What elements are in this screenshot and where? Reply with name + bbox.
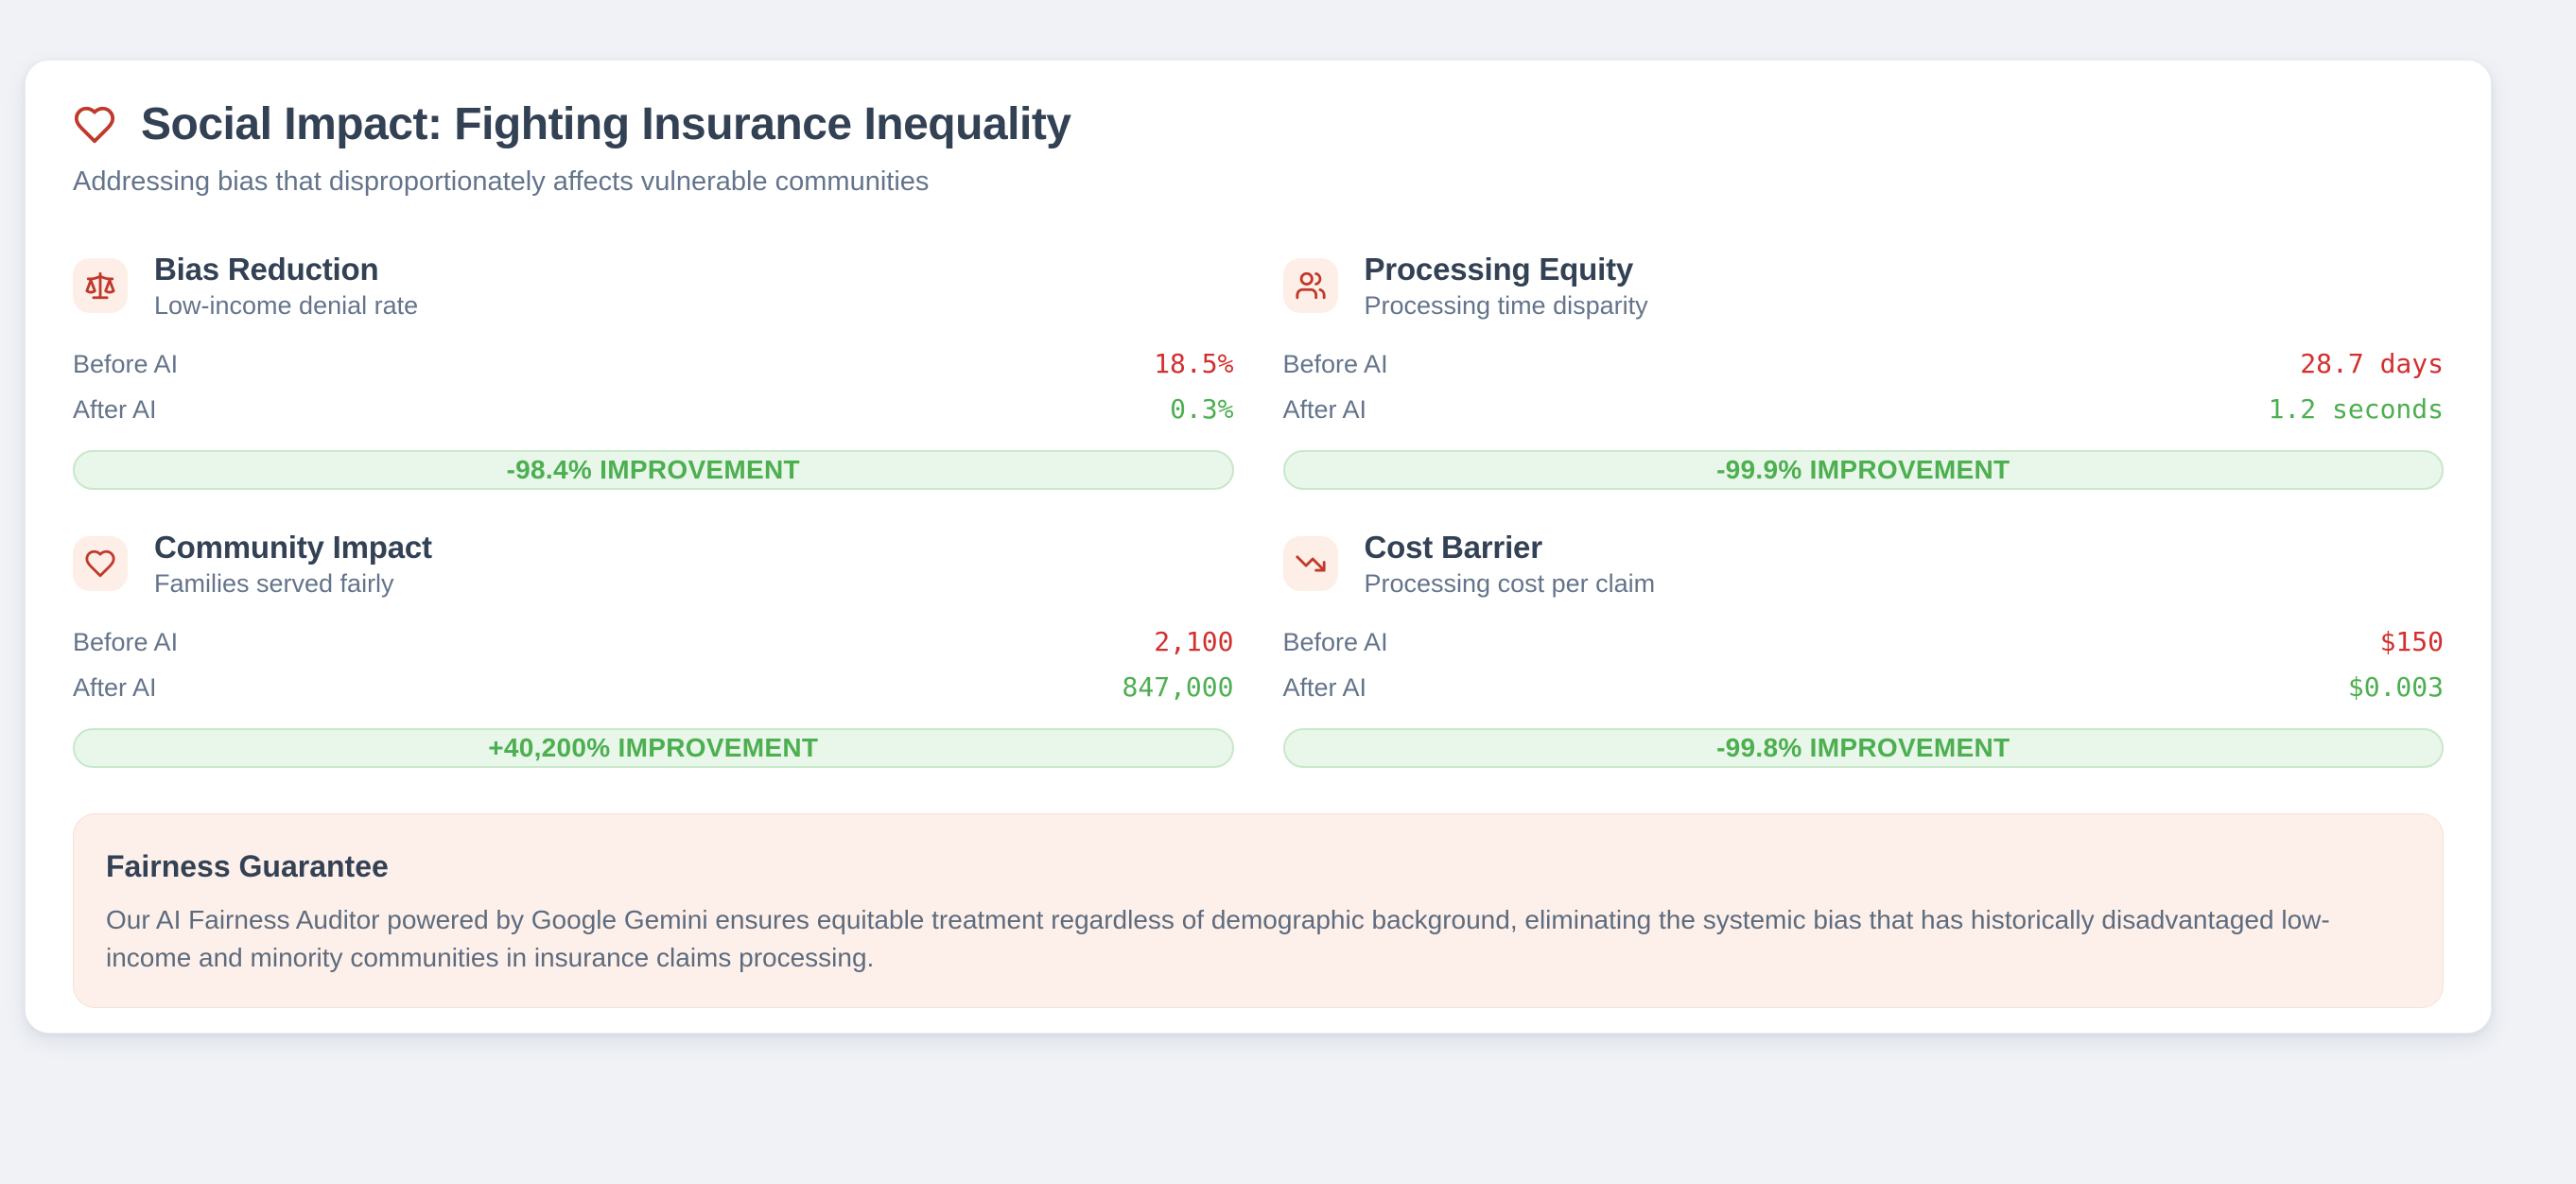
icon-box — [1282, 536, 1338, 591]
heart-icon — [74, 106, 115, 144]
metric-community-impact: Community Impact Families served fairly … — [73, 530, 1234, 768]
card-header: Social Impact: Fighting Insurance Inequa… — [73, 98, 2444, 199]
improvement-badge: -99.8% IMPROVEMENT — [1282, 728, 2444, 768]
improvement-badge: +40,200% IMPROVEMENT — [73, 728, 1234, 768]
before-value: 2,100 — [1154, 626, 1234, 657]
before-row: Before AI $150 — [1283, 626, 2445, 658]
metric-cost-barrier: Cost Barrier Processing cost per claim B… — [1282, 530, 2445, 768]
after-value: 0.3% — [1170, 393, 1234, 425]
metrics-grid: Bias Reduction Low-income denial rate Be… — [73, 252, 2444, 768]
after-label: After AI — [73, 395, 157, 424]
icon-box — [73, 258, 128, 313]
metric-subtitle: Families served fairly — [154, 569, 394, 598]
metric-bias-reduction: Bias Reduction Low-income denial rate Be… — [73, 252, 1234, 490]
before-value: $150 — [2379, 626, 2444, 657]
after-value: 1.2 seconds — [2268, 393, 2444, 425]
before-value: 28.7 days — [2300, 348, 2444, 379]
metric-title: Bias Reduction — [154, 252, 379, 287]
after-label: After AI — [73, 673, 157, 702]
before-label: Before AI — [73, 350, 179, 378]
scale-icon — [85, 271, 115, 300]
icon-box — [1282, 258, 1338, 313]
metric-title: Processing Equity — [1364, 252, 1634, 287]
metric-subtitle: Low-income denial rate — [154, 291, 419, 320]
after-row: After AI $0.003 — [1283, 671, 2445, 704]
after-value: $0.003 — [2347, 671, 2444, 703]
page-subtitle: Addressing bias that disproportionately … — [73, 166, 930, 197]
before-value: 18.5% — [1154, 348, 1234, 379]
after-row: After AI 847,000 — [73, 671, 1234, 704]
after-value: 847,000 — [1122, 671, 1234, 703]
after-row: After AI 0.3% — [73, 393, 1234, 426]
after-label: After AI — [1282, 673, 1367, 702]
icon-box — [73, 536, 128, 591]
metric-title: Community Impact — [154, 530, 432, 565]
metric-subtitle: Processing cost per claim — [1364, 569, 1656, 598]
fairness-guarantee-box: Fairness Guarantee Our AI Fairness Audit… — [73, 813, 2444, 1008]
before-row: Before AI 2,100 — [73, 626, 1234, 658]
metric-title: Cost Barrier — [1364, 530, 1543, 565]
before-row: Before AI 18.5% — [73, 348, 1234, 380]
before-label: Before AI — [73, 628, 179, 656]
before-row: Before AI 28.7 days — [1283, 348, 2445, 380]
heart-icon — [85, 549, 115, 578]
metric-subtitle: Processing time disparity — [1364, 291, 1648, 320]
improvement-badge: -98.4% IMPROVEMENT — [73, 450, 1234, 490]
before-label: Before AI — [1282, 350, 1388, 378]
after-row: After AI 1.2 seconds — [1283, 393, 2445, 426]
users-icon — [1295, 271, 1326, 300]
social-impact-card: Social Impact: Fighting Insurance Inequa… — [25, 60, 2492, 1034]
metric-processing-equity: Processing Equity Processing time dispar… — [1282, 252, 2445, 490]
trending-down-icon — [1295, 555, 1326, 572]
page-title: Social Impact: Fighting Insurance Inequa… — [141, 99, 1071, 149]
after-label: After AI — [1282, 395, 1367, 424]
before-label: Before AI — [1282, 628, 1388, 656]
fairness-body: Our AI Fairness Auditor powered by Googl… — [106, 905, 2330, 972]
improvement-badge: -99.9% IMPROVEMENT — [1282, 450, 2444, 490]
fairness-title: Fairness Guarantee — [106, 849, 389, 883]
